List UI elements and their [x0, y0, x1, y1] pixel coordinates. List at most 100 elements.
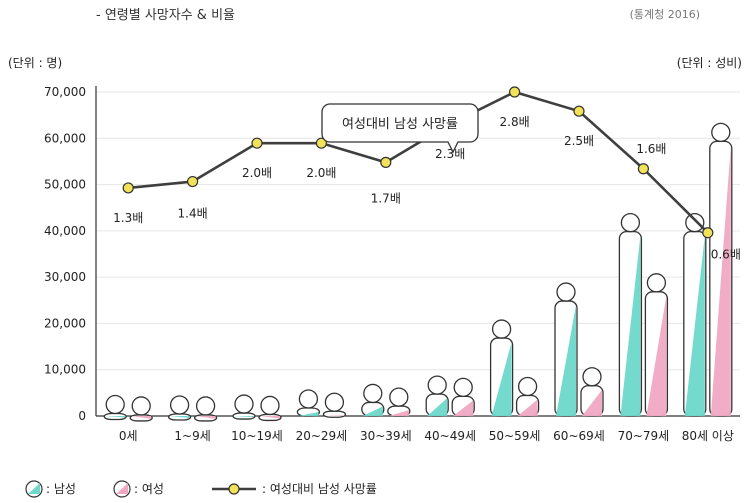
female-bar-fill: [517, 399, 538, 416]
female-bar-fill: [195, 416, 216, 419]
female-bar: [644, 273, 669, 417]
female-bar-fill: [710, 145, 731, 416]
y-tick-label: 10,000: [44, 363, 86, 377]
x-tick-label: 70~79세: [618, 429, 670, 443]
female-bar: [258, 395, 282, 422]
ratio-label: 1.4배: [178, 207, 208, 221]
male-bar: [361, 383, 385, 417]
x-tick-label: 60~69세: [553, 429, 605, 443]
ratio-label: 1.6배: [636, 142, 666, 156]
y-tick-label: 0: [78, 409, 86, 423]
male-bar: [425, 375, 449, 417]
female-bar: [322, 392, 347, 418]
male-bar-head: [363, 383, 383, 404]
female-bar-head: [517, 376, 538, 397]
male-bar-head: [685, 212, 705, 233]
female-bar-outline: [322, 410, 347, 418]
male-bar-fill: [105, 416, 126, 418]
x-tick-label: 0세: [119, 429, 138, 443]
x-tick-label: 1~9세: [174, 429, 210, 443]
ratio-marker: [573, 105, 585, 117]
x-tick-label: 10~19세: [231, 429, 283, 443]
male-bar-fill: [556, 305, 576, 416]
male-bar-head: [556, 282, 576, 302]
female-bar-head: [582, 367, 602, 387]
male-bar-fill: [362, 406, 383, 416]
y-tick-label: 40,000: [44, 224, 86, 238]
ratio-marker: [508, 86, 521, 98]
callout-text: 여성대비 남성 사망률: [342, 117, 458, 132]
female-bar-fill: [388, 410, 409, 416]
ratio-label: 2.0배: [306, 166, 336, 180]
ratio-label: 2.3배: [435, 147, 465, 161]
ratio-marker: [251, 137, 263, 149]
male-bar-fill: [234, 416, 254, 418]
ratio-label: 2.0배: [242, 166, 272, 180]
right-unit-label: (단위 : 성비): [676, 56, 742, 70]
left-unit-label: (단위 : 명): [8, 56, 63, 70]
male-bar: [618, 212, 643, 417]
female-bar: [451, 377, 475, 417]
female-bar-head: [324, 392, 345, 412]
male-bar-head: [298, 389, 319, 409]
ratio-marker: [702, 227, 714, 239]
x-tick-label: 50~59세: [489, 429, 541, 443]
female-bar-head: [195, 396, 216, 416]
bars-layer: [103, 122, 733, 422]
female-bar: [709, 122, 733, 417]
legend-male-label: : 남성: [46, 482, 76, 496]
male-bar: [554, 282, 578, 417]
ratio-label: 2.8배: [500, 115, 530, 129]
ratio-line: [128, 90, 709, 234]
female-bar: [129, 396, 153, 422]
ratio-marker: [315, 137, 327, 149]
female-bar: [193, 396, 218, 422]
male-bar-fill: [620, 235, 641, 416]
ratio-marker: [187, 175, 199, 188]
female-bar: [515, 376, 540, 417]
female-bar-fill: [582, 389, 602, 416]
female-bar-head: [260, 395, 280, 416]
female-bar-head: [131, 396, 151, 416]
x-tick-labels: 0세 1~9세 10~19세 20~29세 30~39세 40~49세 50~59세 60~6…: [119, 429, 734, 443]
male-bar: [167, 395, 192, 421]
ratio-marker: [637, 163, 650, 175]
male-bar-fill: [169, 416, 190, 418]
y-tick-label: 60,000: [44, 131, 86, 145]
ratio-label: 1.3배: [113, 211, 143, 225]
legend-line-marker: [228, 483, 240, 495]
female-bar-fill: [131, 416, 152, 419]
female-bar-head: [711, 122, 731, 143]
source-label: (통계청 2016): [629, 8, 700, 21]
legend-ratio-label: : 여성대비 남성 사망률: [262, 482, 377, 496]
callout-box: [321, 103, 479, 154]
female-bar-fill: [260, 416, 280, 419]
male-bar-fill: [684, 235, 705, 416]
male-bar-head: [620, 212, 641, 233]
y-tick-label: 20,000: [44, 316, 86, 330]
ratio-marker: [122, 182, 134, 194]
callout-bubble: 여성대비 남성 사망률: [321, 103, 479, 154]
x-tick-label: 20~29세: [296, 429, 348, 443]
male-bar-head: [234, 394, 254, 414]
male-bar-head: [491, 319, 512, 339]
ratio-label: 1.7배: [371, 191, 401, 205]
male-bar: [489, 319, 514, 417]
ratio-label: 2.5배: [564, 134, 594, 148]
male-bar: [103, 394, 127, 421]
x-tick-label: 40~49세: [424, 429, 476, 443]
male-bar-head: [105, 394, 125, 415]
male-bar: [296, 389, 321, 417]
female-bar-head: [646, 273, 667, 293]
y-tick-label: 70,000: [44, 85, 86, 99]
male-bar-head: [169, 395, 190, 415]
female-bar-fill: [453, 400, 474, 416]
y-tick-label: 30,000: [44, 270, 86, 284]
female-bar: [580, 367, 604, 417]
male-bar: [232, 394, 256, 420]
male-bar-fill: [427, 398, 448, 416]
legend-female-icon: [113, 480, 131, 498]
legend-male-icon: [25, 480, 43, 498]
legend: : 남성: 여성: 여성대비 남성 사망률: [25, 480, 377, 498]
y-tick-labels: 0 10,000 20,000 30,000 40,000 50,000 60,000 70,…: [44, 85, 86, 423]
